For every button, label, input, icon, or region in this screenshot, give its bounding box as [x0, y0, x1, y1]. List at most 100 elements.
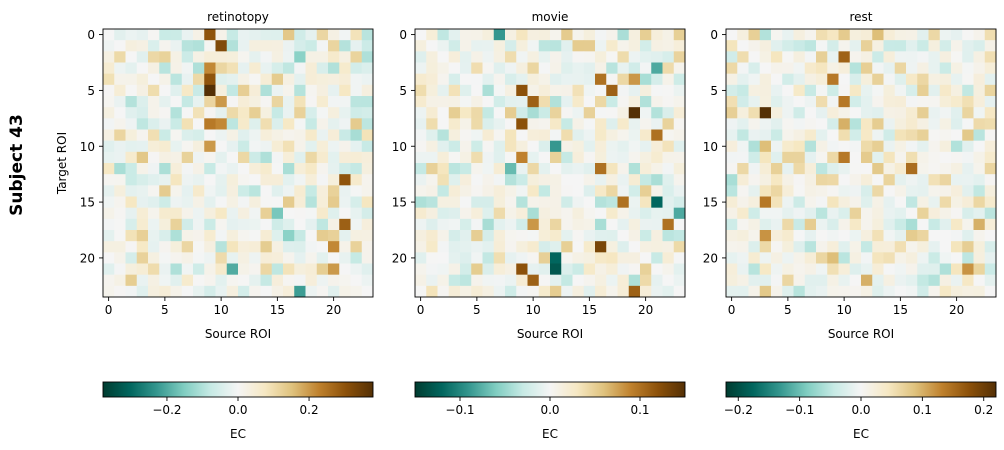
heatmap-cell — [951, 185, 963, 197]
heatmap-cell — [226, 118, 239, 130]
heatmap-cell — [328, 252, 340, 264]
heatmap-cell — [748, 62, 761, 75]
heatmap-cell — [350, 274, 363, 287]
heatmap-cell — [426, 230, 438, 242]
heatmap-cell — [651, 241, 663, 253]
heatmap-cell — [595, 96, 607, 108]
heatmap-cell — [305, 207, 318, 220]
heatmap-cell — [804, 84, 817, 97]
heatmap-cell — [894, 73, 907, 86]
heatmap-cell — [662, 196, 675, 209]
heatmap-cell — [249, 140, 261, 153]
heatmap-cell — [617, 140, 630, 153]
heatmap-cell — [415, 62, 427, 75]
heatmap-cell — [294, 84, 306, 97]
heatmap-cell — [426, 51, 438, 63]
heatmap-cell — [651, 218, 663, 231]
heatmap-cell — [437, 207, 450, 220]
heatmap-cell — [471, 185, 483, 197]
heatmap-cell — [673, 51, 686, 63]
heatmap-cell — [962, 163, 974, 175]
heatmap-cell — [159, 118, 171, 130]
heatmap-cell — [471, 96, 483, 108]
heatmap-cell — [572, 274, 585, 287]
heatmap-cell — [673, 140, 686, 153]
heatmap-cell — [316, 218, 329, 231]
heatmap-cell — [782, 196, 794, 209]
heatmap-cell — [973, 118, 986, 130]
heatmap-cell — [305, 151, 318, 164]
heatmap-cell — [328, 151, 340, 164]
heatmap-cell — [170, 252, 183, 264]
heatmap-cell — [906, 29, 918, 41]
heatmap-cell — [361, 285, 374, 298]
heatmap-cell — [114, 218, 126, 231]
heatmap-cell — [849, 252, 862, 264]
heatmap-cell — [159, 185, 171, 197]
heatmap-cell — [906, 73, 918, 86]
heatmap-cell — [538, 285, 551, 298]
heatmap-cell — [550, 274, 562, 287]
heatmap-cell — [181, 230, 194, 242]
heatmap-cell — [917, 73, 929, 86]
heatmap-cell — [928, 163, 941, 175]
heatmap-cell — [460, 274, 472, 287]
heatmap-cell — [482, 129, 495, 142]
heatmap-cell — [226, 29, 239, 41]
heatmap-cell — [482, 263, 495, 276]
heatmap-cell — [827, 285, 839, 298]
heatmap-cell — [628, 73, 641, 86]
heatmap-cell — [883, 196, 896, 209]
heatmap-cell — [283, 274, 295, 287]
heatmap-cell — [148, 174, 160, 186]
heatmap-cell — [771, 151, 783, 164]
heatmap-cell — [984, 207, 997, 220]
heatmap-cell — [283, 174, 295, 186]
heatmap-cell — [493, 174, 506, 186]
heatmap-cell — [148, 285, 160, 298]
heatmap-cell — [595, 118, 607, 130]
heatmap-cell — [872, 196, 884, 209]
heatmap-cell — [984, 73, 997, 86]
heatmap-cell — [849, 185, 862, 197]
heatmap-cell — [849, 129, 862, 142]
heatmap-cell — [538, 73, 551, 86]
heatmap-cell — [361, 207, 374, 220]
heatmap-cell — [215, 151, 228, 164]
heatmap-cell — [984, 107, 997, 119]
heatmap-cell — [973, 241, 986, 253]
heatmap-cell — [962, 151, 974, 164]
heatmap-cell — [114, 163, 126, 175]
heatmap-cell — [883, 207, 896, 220]
heatmap-cell — [748, 241, 761, 253]
heatmap-cell — [782, 174, 794, 186]
colorbar-tick-label: 0.1 — [913, 403, 932, 417]
heatmap-cell — [748, 96, 761, 108]
heatmap-cell — [939, 263, 952, 276]
heatmap-cell — [617, 263, 630, 276]
heatmap-cell — [595, 163, 607, 175]
heatmap-cell — [350, 163, 363, 175]
heatmap-cell — [595, 140, 607, 153]
heatmap-cell — [226, 151, 239, 164]
heatmap-cell — [673, 62, 686, 75]
heatmap-cell — [726, 174, 738, 186]
heatmap-cell — [640, 84, 652, 97]
heatmap-cell — [962, 218, 974, 231]
heatmap-cell — [606, 241, 618, 253]
heatmap-cell — [804, 40, 817, 52]
heatmap-cell — [238, 163, 250, 175]
heatmap-cell — [759, 84, 772, 97]
heatmap-cell — [328, 285, 340, 298]
heatmap-cell — [748, 118, 761, 130]
heatmap-cell — [673, 107, 686, 119]
heatmap-cell — [215, 140, 228, 153]
heatmap-cell — [651, 84, 663, 97]
heatmap-cell — [215, 241, 228, 253]
heatmap-cell — [283, 218, 295, 231]
heatmap-cell — [572, 196, 585, 209]
heatmap-cell — [984, 218, 997, 231]
heatmap-cell — [226, 163, 239, 175]
heatmap-cell — [305, 84, 318, 97]
heatmap-cell — [617, 73, 630, 86]
